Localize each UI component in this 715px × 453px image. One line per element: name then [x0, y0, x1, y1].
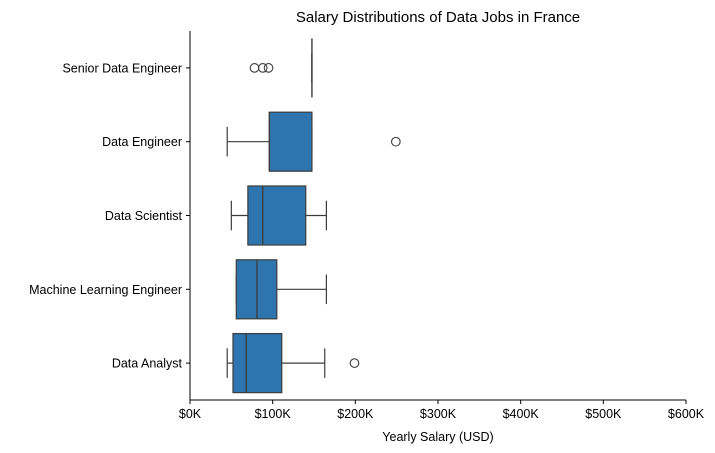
- x-axis-ticks: $0K $100K $200K $300K $400K $500K $600K: [179, 400, 705, 421]
- box-group: [230, 185, 327, 246]
- plot-area: [226, 38, 401, 394]
- box-group: [249, 38, 313, 98]
- box-group: [226, 111, 401, 172]
- x-tick-label: $400K: [503, 407, 540, 421]
- outlier-point: [390, 136, 401, 147]
- box-group: [235, 259, 327, 320]
- y-category-label: Data Scientist: [105, 209, 183, 223]
- x-tick-label: $300K: [420, 407, 457, 421]
- outlier-point: [257, 63, 268, 73]
- y-category-label: Data Engineer: [102, 135, 182, 149]
- outlier-point: [349, 358, 360, 368]
- outlier-point: [263, 63, 274, 73]
- chart-title: Salary Distributions of Data Jobs in Fra…: [296, 9, 580, 26]
- y-category-label: Machine Learning Engineer: [29, 283, 182, 297]
- box-group: [226, 332, 360, 394]
- x-tick-label: $200K: [337, 407, 374, 421]
- y-axis-categories: Senior Data Engineer Data Engineer Data Sc…: [29, 61, 190, 371]
- x-tick-label: $600K: [668, 407, 705, 421]
- iqr-box: [268, 111, 313, 172]
- x-tick-label: $100K: [255, 407, 292, 421]
- outlier-point: [249, 63, 260, 73]
- iqr-box: [232, 332, 283, 394]
- y-category-label: Data Analyst: [112, 357, 183, 371]
- iqr-box: [247, 185, 307, 246]
- x-tick-label: $500K: [585, 407, 622, 421]
- x-tick-label: $0K: [179, 407, 202, 421]
- x-axis-title: Yearly Salary (USD): [382, 430, 493, 444]
- y-category-label: Senior Data Engineer: [62, 61, 182, 75]
